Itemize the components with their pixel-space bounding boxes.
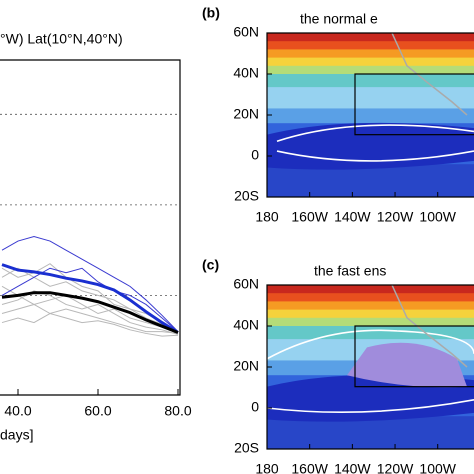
map-band: [267, 65, 474, 75]
anomaly-area: [347, 342, 467, 388]
y-tick-label: 60N: [233, 24, 259, 40]
series-line: [1, 312, 179, 337]
series-line: [1, 236, 179, 332]
panel-label: (b): [202, 5, 220, 21]
coastline: [391, 33, 468, 116]
map-title: the fast ens: [314, 263, 386, 279]
series-line: [1, 267, 179, 333]
map-band: [267, 293, 474, 302]
map-band: [267, 317, 474, 327]
contour: [276, 124, 474, 162]
map-band: [267, 309, 474, 319]
contour: [267, 329, 474, 413]
x-tick-label: 180: [255, 461, 279, 474]
x-tick-label: 180: [255, 209, 279, 225]
chart-title: °W) Lat(10°N,40°N): [0, 31, 123, 47]
map-band: [267, 301, 474, 311]
x-tick-label: 80.0: [164, 403, 191, 419]
x-tick-label: 120W: [377, 209, 414, 225]
map-band: [267, 326, 474, 340]
region-box: [354, 325, 474, 388]
x-tick-label: 100W: [419, 461, 456, 474]
y-tick-label: 60N: [233, 276, 259, 292]
x-tick-label: 60.0: [84, 403, 111, 419]
map-band: [267, 49, 474, 59]
y-tick-label: 20N: [233, 106, 259, 122]
x-tick-label: 160W: [291, 209, 328, 225]
x-tick-label: 120W: [377, 461, 414, 474]
map-band: [267, 87, 474, 109]
y-tick-label: 20S: [234, 188, 259, 204]
y-tick-label: 0: [251, 147, 259, 163]
y-tick-label: 20N: [233, 358, 259, 374]
y-tick-label: 0: [251, 399, 259, 415]
map-band: [267, 108, 474, 124]
map: [267, 33, 474, 197]
map-band: [267, 164, 474, 197]
series-line: [1, 285, 179, 333]
y-tick-label: 20S: [234, 440, 259, 456]
coastline: [391, 285, 468, 368]
map-band: [267, 74, 474, 88]
map: [267, 285, 474, 449]
x-tick-label: 140W: [334, 209, 371, 225]
series-line: [1, 303, 179, 334]
map-band: [267, 285, 474, 294]
map-band: [267, 416, 474, 449]
map-band: [267, 57, 474, 67]
axis-frame: [0, 59, 181, 396]
y-tick-label: 40N: [233, 65, 259, 81]
x-axis-label: days]: [0, 427, 33, 443]
warm-pool: [267, 122, 474, 170]
map-band: [267, 33, 474, 42]
x-tick-label: 100W: [419, 209, 456, 225]
x-tick-label: 160W: [291, 461, 328, 474]
x-tick-label: 140W: [334, 461, 371, 474]
region-box: [354, 73, 474, 136]
series-line: [1, 290, 179, 335]
panel-label: (c): [202, 257, 219, 273]
map-title: the normal e: [300, 11, 378, 27]
lines: [1, 236, 179, 337]
series-line: [1, 291, 179, 334]
series-line: [1, 263, 179, 334]
y-tick-label: 40N: [233, 317, 259, 333]
series-line: [1, 263, 179, 333]
x-tick-label: 40.0: [4, 403, 31, 419]
map-band: [267, 41, 474, 50]
